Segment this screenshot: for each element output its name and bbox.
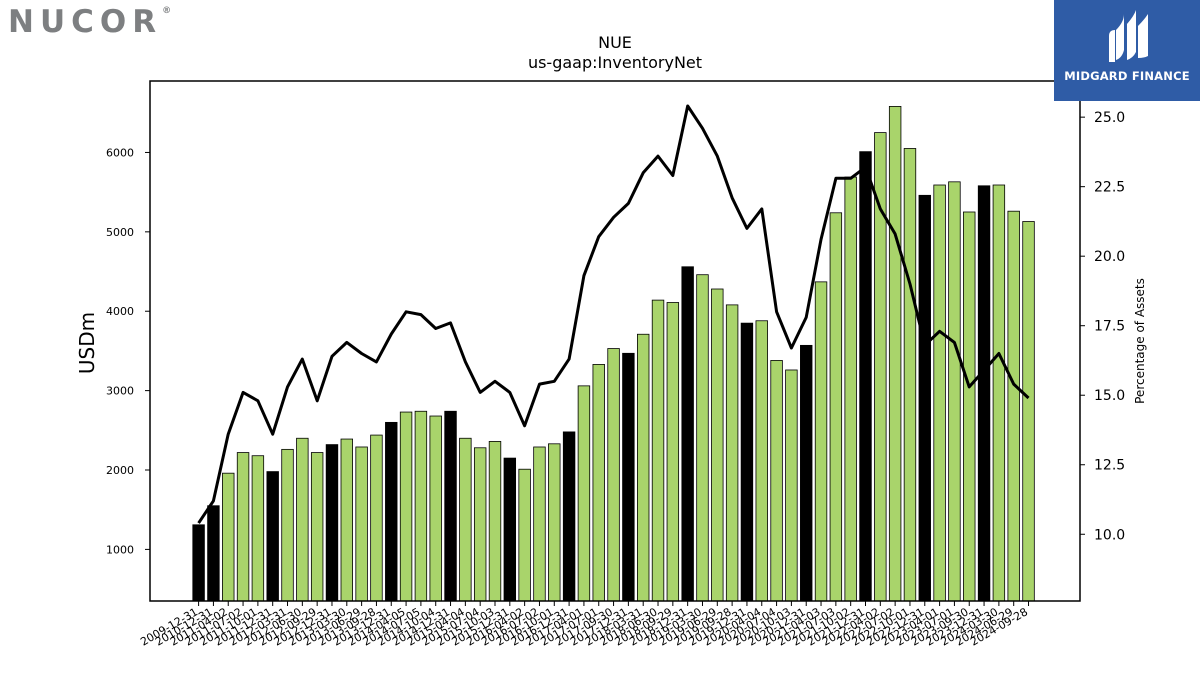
bar-series — [192, 106, 1035, 602]
bar — [651, 299, 665, 602]
chart-subtitle: us-gaap:InventoryNet — [528, 53, 702, 72]
bar — [518, 468, 531, 602]
y-tick-label: 2000 — [106, 464, 134, 477]
bar — [666, 302, 680, 602]
bar — [637, 333, 650, 602]
bar — [874, 132, 887, 602]
bar-highlight — [192, 524, 205, 602]
bar-highlight — [681, 266, 694, 602]
x-axis-ticks: 2009-12-312010-12-312011-04-022011-07-02… — [138, 601, 1030, 649]
y-tick-label: 1000 — [106, 543, 134, 556]
y2-tick-label: 12.5 — [1094, 458, 1125, 474]
bar — [844, 176, 857, 602]
bar — [414, 410, 428, 602]
bar — [281, 448, 294, 602]
bar-highlight — [444, 410, 457, 602]
bar — [755, 320, 768, 602]
y-tick-label: 3000 — [106, 385, 134, 398]
midgard-m-icon — [1109, 10, 1148, 62]
bar — [829, 212, 843, 602]
nucor-logo: NUCOR® — [8, 4, 171, 40]
bar — [533, 446, 546, 602]
y-tick-label: 5000 — [106, 226, 134, 239]
bar — [948, 181, 961, 602]
bar — [696, 274, 709, 602]
bar-highlight — [740, 322, 754, 602]
bar — [340, 438, 354, 602]
bar — [473, 447, 487, 602]
bar-highlight — [207, 505, 220, 602]
y2-tick-label: 25.0 — [1094, 110, 1125, 126]
line-series — [197, 104, 1030, 524]
bar — [963, 211, 976, 602]
bar-highlight — [977, 185, 991, 602]
y2-axis-label: Percentage of Assets — [1133, 278, 1147, 404]
left-axis-ticks: 1000 2000 3000 4000 5000 6000 — [106, 146, 150, 556]
bar-highlight — [325, 444, 339, 602]
plot-frame — [149, 80, 1081, 602]
y2-tick-label: 22.5 — [1094, 180, 1125, 196]
bar-highlight — [918, 194, 931, 602]
bar — [903, 148, 917, 602]
percentage-line — [197, 104, 1030, 524]
bar — [814, 281, 828, 602]
bar — [577, 385, 591, 602]
bar-highlight — [562, 431, 576, 602]
bar — [296, 437, 309, 602]
bar — [711, 288, 724, 602]
bar-highlight — [859, 151, 872, 602]
y2-tick-label: 20.0 — [1094, 249, 1125, 265]
bar — [251, 455, 265, 602]
bar — [459, 437, 472, 602]
bar — [1007, 210, 1020, 602]
bar — [429, 415, 442, 602]
bar — [370, 434, 383, 602]
bar — [236, 452, 250, 602]
bar — [992, 184, 1006, 602]
bar — [770, 360, 783, 602]
y2-tick-label: 15.0 — [1094, 388, 1125, 404]
y-tick-label: 6000 — [106, 146, 134, 159]
right-axis-ticks: 10.0 12.5 15.0 17.5 20.0 22.5 25.0 — [1080, 110, 1125, 543]
logo-text: NUCOR — [8, 4, 163, 40]
bar — [399, 411, 413, 602]
y-axis-label: USDm — [75, 312, 99, 374]
bar — [785, 369, 798, 602]
bar — [725, 304, 739, 602]
bar-highlight — [503, 457, 517, 602]
bar — [548, 443, 561, 602]
bar — [607, 348, 620, 602]
chart-title: NUE — [598, 33, 632, 52]
bar — [888, 106, 902, 602]
bar — [933, 184, 946, 602]
midgard-finance-badge: MIDGARD FINANCE — [1054, 0, 1200, 101]
bar — [222, 472, 235, 602]
bar — [592, 364, 605, 602]
y2-tick-label: 17.5 — [1094, 319, 1125, 335]
y-tick-label: 4000 — [106, 305, 134, 318]
bar — [1022, 221, 1035, 602]
bar-highlight — [800, 344, 813, 602]
y2-tick-label: 10.0 — [1094, 527, 1125, 543]
bar-highlight — [385, 421, 398, 602]
badge-text: MIDGARD FINANCE — [1064, 69, 1190, 83]
bar — [355, 446, 368, 602]
bar — [488, 441, 502, 602]
bar-highlight — [622, 352, 635, 602]
registered-mark: ® — [162, 6, 172, 16]
bar — [310, 452, 324, 602]
bar-highlight — [266, 471, 279, 602]
